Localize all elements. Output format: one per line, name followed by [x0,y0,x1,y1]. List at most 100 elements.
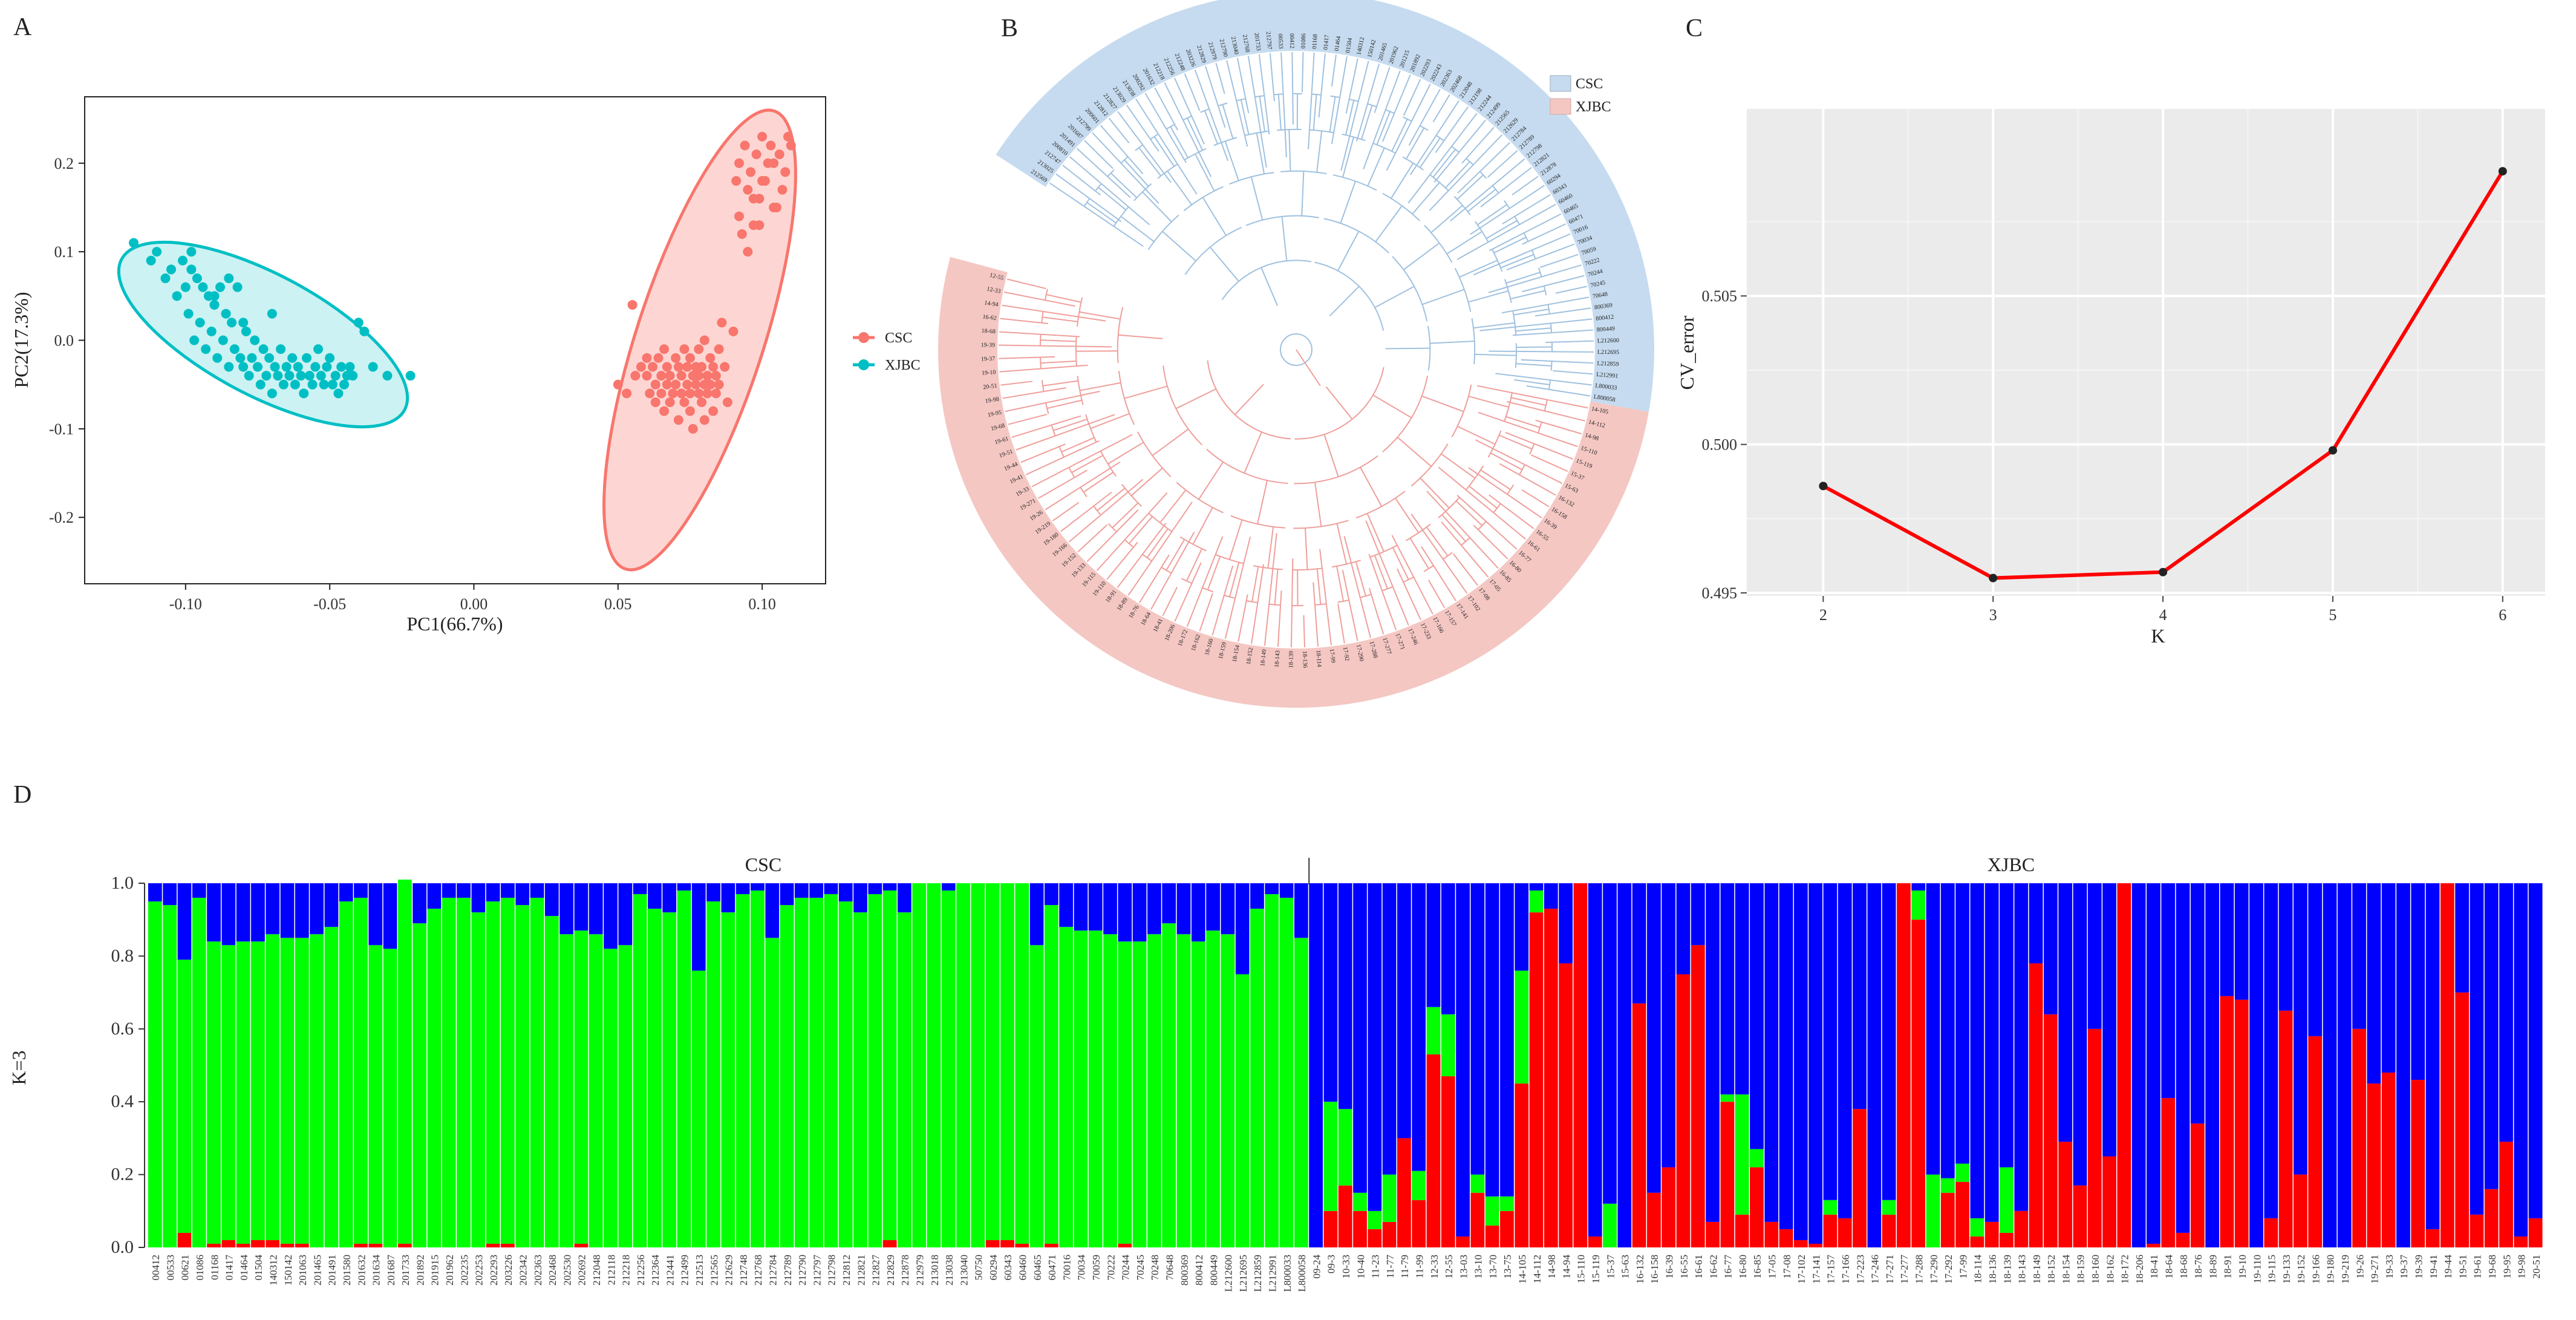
tree-internal-arc-csc [1435,134,1445,142]
tree-leaf-branch-csc [1194,69,1229,162]
structure-bar-blue [1750,883,1764,1149]
structure-sample-label: 14-94 [1560,1255,1572,1279]
tree-leaf-label-csc: 800369 [1594,302,1612,311]
pca-ytick-label: -0.1 [49,420,74,438]
tree-leaf-branch-csc [1126,105,1159,152]
tree-leaf-branch-csc [1540,253,1579,268]
pca-point-xjbc [247,353,257,363]
structure-sample-label: 17-246 [1870,1255,1881,1284]
tree-internal-branch-xjbc [1251,566,1259,602]
structure-bar-blue [2528,883,2543,1218]
structure-bar-blue [2073,883,2087,1186]
structure-bar-red [266,1240,280,1247]
pca-point-csc [705,379,716,390]
tree-leaf-branch-xjbc [1337,603,1345,644]
structure-bar-red [2528,1218,2543,1247]
tree-internal-branch-csc [1110,172,1138,198]
structure-bar-blue [809,883,824,898]
structure-bar-green [310,934,324,1247]
structure-sample-label: 09-3 [1326,1255,1337,1273]
structure-sample-label: 16-62 [1707,1255,1719,1279]
pca-point-xjbc [221,309,231,319]
structure-bar-blue [2249,883,2263,1247]
structure-sample-label: 17-08 [1781,1255,1793,1279]
tree-internal-arc-csc [1213,137,1237,146]
structure-bar-red [1529,912,1544,1247]
tree-leaf-branch-xjbc [1441,521,1489,578]
pca-point-xjbc [146,255,156,266]
tree-leaf-branch-csc [1461,126,1495,164]
tree-leaf-branch-csc [1435,106,1469,153]
panel-d: D 00412 00533 00621 01086 01168 01417 01464 015… [8,781,2543,1292]
tree-internal-branch-csc [1477,204,1508,226]
structure-sample-label: 212441 [664,1255,676,1286]
pca-point-xjbc [261,371,272,381]
tree-leaf-label-xjbc: 14-94 [984,299,999,308]
tree-internal-branch-csc [1312,94,1317,131]
structure-bar-red [1353,1211,1367,1247]
structure-bar-blue [1059,883,1074,927]
tree-internal-arc-csc [1402,156,1424,171]
structure-sample-label: 202235 [458,1255,470,1286]
tree-leaf-branch-csc [1144,93,1187,163]
circular-dendrogram: 2125692130252127472008102014912016872127… [937,0,1654,708]
structure-bar-green [501,898,515,1244]
tree-internal-arc-xjbc [1314,603,1327,606]
tree-leaf-branch-csc [1049,182,1144,247]
structure-sample-label: 19-39 [2413,1255,2424,1279]
tree-leaf-branch-csc [1247,56,1267,168]
tree-internal-branch-csc [1345,100,1355,136]
structure-sample-label: 70648 [1164,1255,1175,1281]
tree-internal-branch-xjbc [1511,397,1547,407]
pca-point-csc [720,362,730,372]
tree-leaf-label-xjbc: 18-114 [1315,650,1323,667]
tree-internal-branch-csc [1167,171,1193,206]
tree-leaf-branch-csc [1174,77,1205,145]
structure-bar-blue [2147,883,2160,1244]
pca-point-xjbc [293,362,303,372]
structure-bar-blue [2514,883,2528,1237]
tree-internal-branch-xjbc [1267,526,1274,569]
structure-bar-green [765,938,780,1247]
structure-bar-red [177,1232,192,1247]
structure-sample-label: 19-115 [2266,1255,2278,1284]
structure-sample-label: 11-79 [1399,1255,1410,1278]
pca-point-csc [679,344,690,355]
tree-internal-branch-xjbc [1325,386,1353,420]
tree-internal-arc-xjbc [1100,451,1117,477]
tree-internal-branch-xjbc [1374,555,1388,589]
tree-internal-arc-xjbc [1381,586,1394,592]
structure-bar-blue [706,883,720,902]
structure-sample-label: 19-95 [2501,1255,2512,1279]
structure-bar-green [471,912,486,1247]
tree-internal-arc-csc [1475,221,1489,243]
pca-point-csc [702,388,712,399]
tree-internal-arc-xjbc [1519,464,1525,475]
structure-bar-blue [324,883,339,927]
pca-xtick-label: 0.10 [748,595,776,613]
cv-error-point [2159,567,2168,577]
structure-sample-label: L212991 [1267,1255,1279,1292]
structure-sample-label: 212565 [708,1255,720,1286]
pca-point-xjbc [195,318,205,328]
structure-bar-blue [1426,883,1441,1007]
structure-sample-label: 202530 [561,1255,573,1286]
tree-leaf-branch-xjbc [1086,509,1139,562]
structure-bar-blue [1544,883,1558,909]
tree-internal-branch-csc [1500,253,1534,269]
structure-bar-green [927,883,941,1247]
pca-point-csc [671,379,681,390]
pca-point-xjbc [322,362,332,372]
structure-ytick-label: 0.2 [111,1165,134,1184]
pca-ytick-label: 0.0 [54,332,74,350]
structure-sample-label: 19-110 [2251,1255,2263,1284]
structure-sample-label: 19-271 [2369,1255,2381,1284]
structure-bar-red [1412,1200,1426,1247]
structure-bar-red [1661,1167,1676,1247]
tree-internal-branch-csc [1419,137,1441,168]
tree-internal-branch-csc [1505,272,1541,284]
structure-bar-blue [192,883,206,898]
tree-leaf-branch-csc [1363,70,1401,169]
tree-leaf-branch-csc [1511,175,1539,196]
tree-leaf-branch-csc [1501,296,1590,314]
